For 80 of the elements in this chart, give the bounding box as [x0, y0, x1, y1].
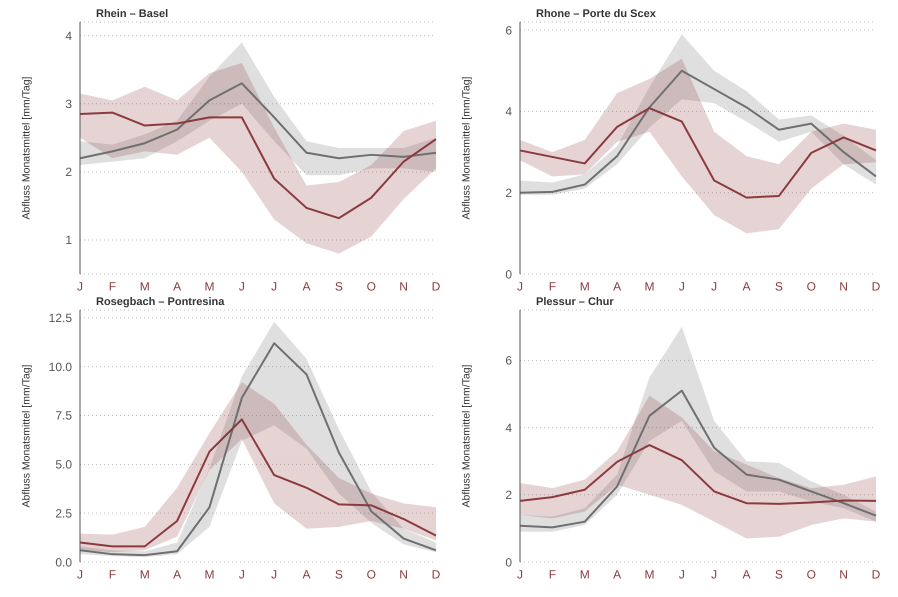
x-tick-label: M: [644, 568, 654, 582]
x-tick-label: F: [548, 280, 556, 294]
y-tick-label: 6: [505, 354, 512, 368]
x-tick-label: M: [204, 568, 214, 582]
x-tick-label: O: [366, 280, 376, 294]
line-series: [519, 107, 877, 199]
x-tick-label: O: [806, 280, 816, 294]
y-tick-label: 4: [65, 28, 72, 43]
x-tick-label: D: [872, 568, 881, 582]
y-tick-label: 10.0: [48, 360, 72, 374]
x-tick-label: J: [77, 568, 83, 582]
x-tick-label: F: [108, 568, 116, 582]
line-series: [519, 444, 877, 505]
x-tick-label: N: [839, 568, 848, 582]
x-tick-label: A: [613, 568, 622, 582]
y-tick-label: 7.5: [55, 408, 72, 423]
x-tick-label: A: [742, 568, 751, 582]
y-tick-label: 1: [65, 233, 72, 248]
x-tick-label: J: [271, 280, 278, 294]
x-tick-label: J: [238, 568, 245, 582]
x-tick-label: F: [108, 280, 116, 294]
x-tick-label: J: [77, 280, 83, 294]
y-tick-label: 12.5: [48, 311, 72, 326]
x-tick-label: N: [839, 280, 848, 294]
y-tick-label: 2: [505, 488, 512, 502]
x-tick-label: J: [711, 568, 718, 582]
x-tick-label: D: [432, 280, 441, 294]
chart-title: Rhein – Basel: [96, 8, 168, 20]
x-tick-label: A: [173, 280, 182, 294]
x-tick-label: S: [774, 568, 783, 582]
x-tick-label: O: [366, 568, 376, 582]
y-tick-label: 6: [505, 23, 512, 38]
x-tick-label: D: [432, 568, 441, 582]
y-tick-label: 2: [65, 165, 72, 180]
x-tick-label: J: [517, 568, 523, 582]
line-series: [79, 418, 437, 548]
y-tick-label: 2: [505, 186, 512, 200]
x-tick-label: M: [140, 280, 150, 294]
chart-title: Rosegbach – Pontresina: [96, 296, 224, 308]
y-axis-title: Abfluss Monatsmittel [mm/Tag]: [20, 76, 33, 220]
chart-title: Plessur – Chur: [536, 296, 614, 308]
x-tick-label: M: [580, 280, 590, 294]
line-series: [79, 82, 437, 160]
y-tick-label: 5.0: [55, 458, 72, 472]
y-tick-label: 4: [505, 104, 512, 119]
x-tick-label: J: [711, 280, 718, 294]
x-tick-label: M: [204, 280, 214, 294]
x-tick-label: J: [271, 568, 278, 582]
x-tick-label: J: [678, 280, 685, 294]
x-tick-label: S: [334, 280, 343, 294]
y-axis-title: Abfluss Monatsmittel [mm/Tag]: [460, 76, 473, 220]
x-tick-label: M: [140, 568, 150, 582]
x-tick-label: N: [399, 280, 408, 294]
line-series: [79, 112, 437, 220]
x-tick-label: A: [302, 280, 311, 294]
x-tick-label: D: [872, 280, 881, 294]
x-tick-label: S: [334, 568, 343, 582]
y-tick-label: 3: [65, 96, 72, 111]
x-tick-label: N: [399, 568, 408, 582]
x-tick-label: A: [613, 280, 622, 294]
x-tick-label: M: [644, 280, 654, 294]
chart-title: Rhone – Porte du Scex: [536, 8, 656, 20]
y-tick-label: 0.0: [55, 555, 72, 570]
x-tick-label: A: [742, 280, 751, 294]
y-tick-label: 0: [505, 555, 512, 570]
y-tick-label: 2.5: [55, 506, 72, 520]
x-tick-label: S: [774, 280, 783, 294]
x-tick-label: A: [302, 568, 311, 582]
x-tick-label: J: [517, 280, 523, 294]
y-axis-title: Abfluss Monatsmittel [mm/Tag]: [460, 364, 473, 508]
x-tick-label: A: [173, 568, 182, 582]
y-tick-label: 4: [505, 420, 512, 435]
x-tick-label: F: [548, 568, 556, 582]
y-axis-title: Abfluss Monatsmittel [mm/Tag]: [20, 364, 33, 508]
x-tick-label: J: [678, 568, 685, 582]
x-tick-label: M: [580, 568, 590, 582]
x-tick-label: O: [806, 568, 816, 582]
x-tick-label: J: [238, 280, 245, 294]
line-series: [519, 70, 877, 194]
y-tick-label: 0: [505, 267, 512, 282]
